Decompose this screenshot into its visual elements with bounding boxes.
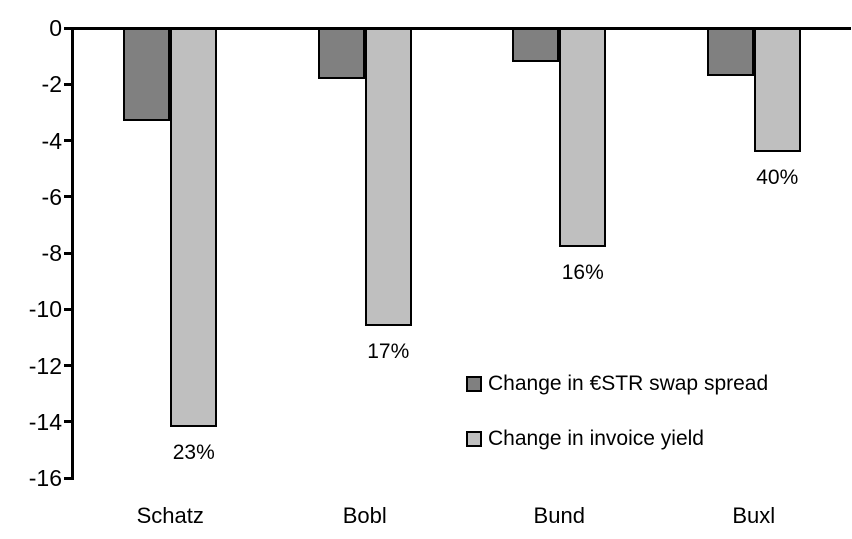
bar-change-in-str-swap-spread-schatz <box>123 28 171 121</box>
bar-change-in-invoice-yield-buxl <box>753 28 801 152</box>
y-axis-tick <box>64 420 73 424</box>
y-axis-tick <box>64 82 73 86</box>
bar-change-in-invoice-yield-bobl <box>364 28 412 327</box>
legend: Change in €STR swap spread Change in inv… <box>466 372 768 482</box>
y-axis-tick <box>64 364 73 367</box>
category-label-schatz: Schatz <box>136 503 204 528</box>
bar-value-label-bobl: 17% <box>367 340 410 364</box>
y-axis-tick-label: -16 <box>28 465 62 491</box>
legend-swatch-invoice-yield-icon <box>466 431 482 447</box>
bar-change-in-str-swap-spread-bund <box>512 28 560 62</box>
bar-value-label-buxl: 40% <box>756 165 799 189</box>
bar-value-label-schatz: 23% <box>172 441 215 465</box>
y-axis-tick-label: 0 <box>49 15 62 41</box>
legend-item-swap-spread: Change in €STR swap spread <box>466 372 768 396</box>
x-axis-zero-line <box>72 27 851 30</box>
bar-value-label-bund: 16% <box>561 261 604 285</box>
legend-label-invoice-yield: Change in invoice yield <box>488 427 704 450</box>
category-label-bund: Bund <box>533 503 585 528</box>
category-label-bobl: Bobl <box>342 503 387 528</box>
bar-change-in-invoice-yield-schatz <box>170 28 218 428</box>
y-axis-tick <box>64 251 73 255</box>
legend-item-invoice-yield: Change in invoice yield <box>466 427 768 451</box>
legend-label-swap-spread: Change in €STR swap spread <box>488 372 769 395</box>
y-axis-tick <box>64 476 73 480</box>
category-label-buxl: Buxl <box>732 503 776 528</box>
y-axis-tick <box>64 307 73 311</box>
bar-change-in-invoice-yield-bund <box>559 28 607 248</box>
y-axis-tick-label: -4 <box>41 127 62 154</box>
y-axis-tick <box>64 195 73 199</box>
y-axis-tick-label: -8 <box>41 240 62 266</box>
y-axis-tick-label: -14 <box>28 408 62 435</box>
y-axis-tick-label: -2 <box>41 71 62 98</box>
y-axis-tick <box>64 26 73 30</box>
bar-change-in-str-swap-spread-buxl <box>706 28 754 76</box>
legend-swatch-swap-spread-icon <box>466 376 482 392</box>
y-axis-tick-label: -12 <box>28 352 62 379</box>
y-axis-tick-label: -6 <box>41 183 62 210</box>
y-axis-tick-label: -10 <box>28 296 62 323</box>
bar-change-in-str-swap-spread-bobl <box>317 28 365 79</box>
y-axis-tick <box>64 139 73 142</box>
